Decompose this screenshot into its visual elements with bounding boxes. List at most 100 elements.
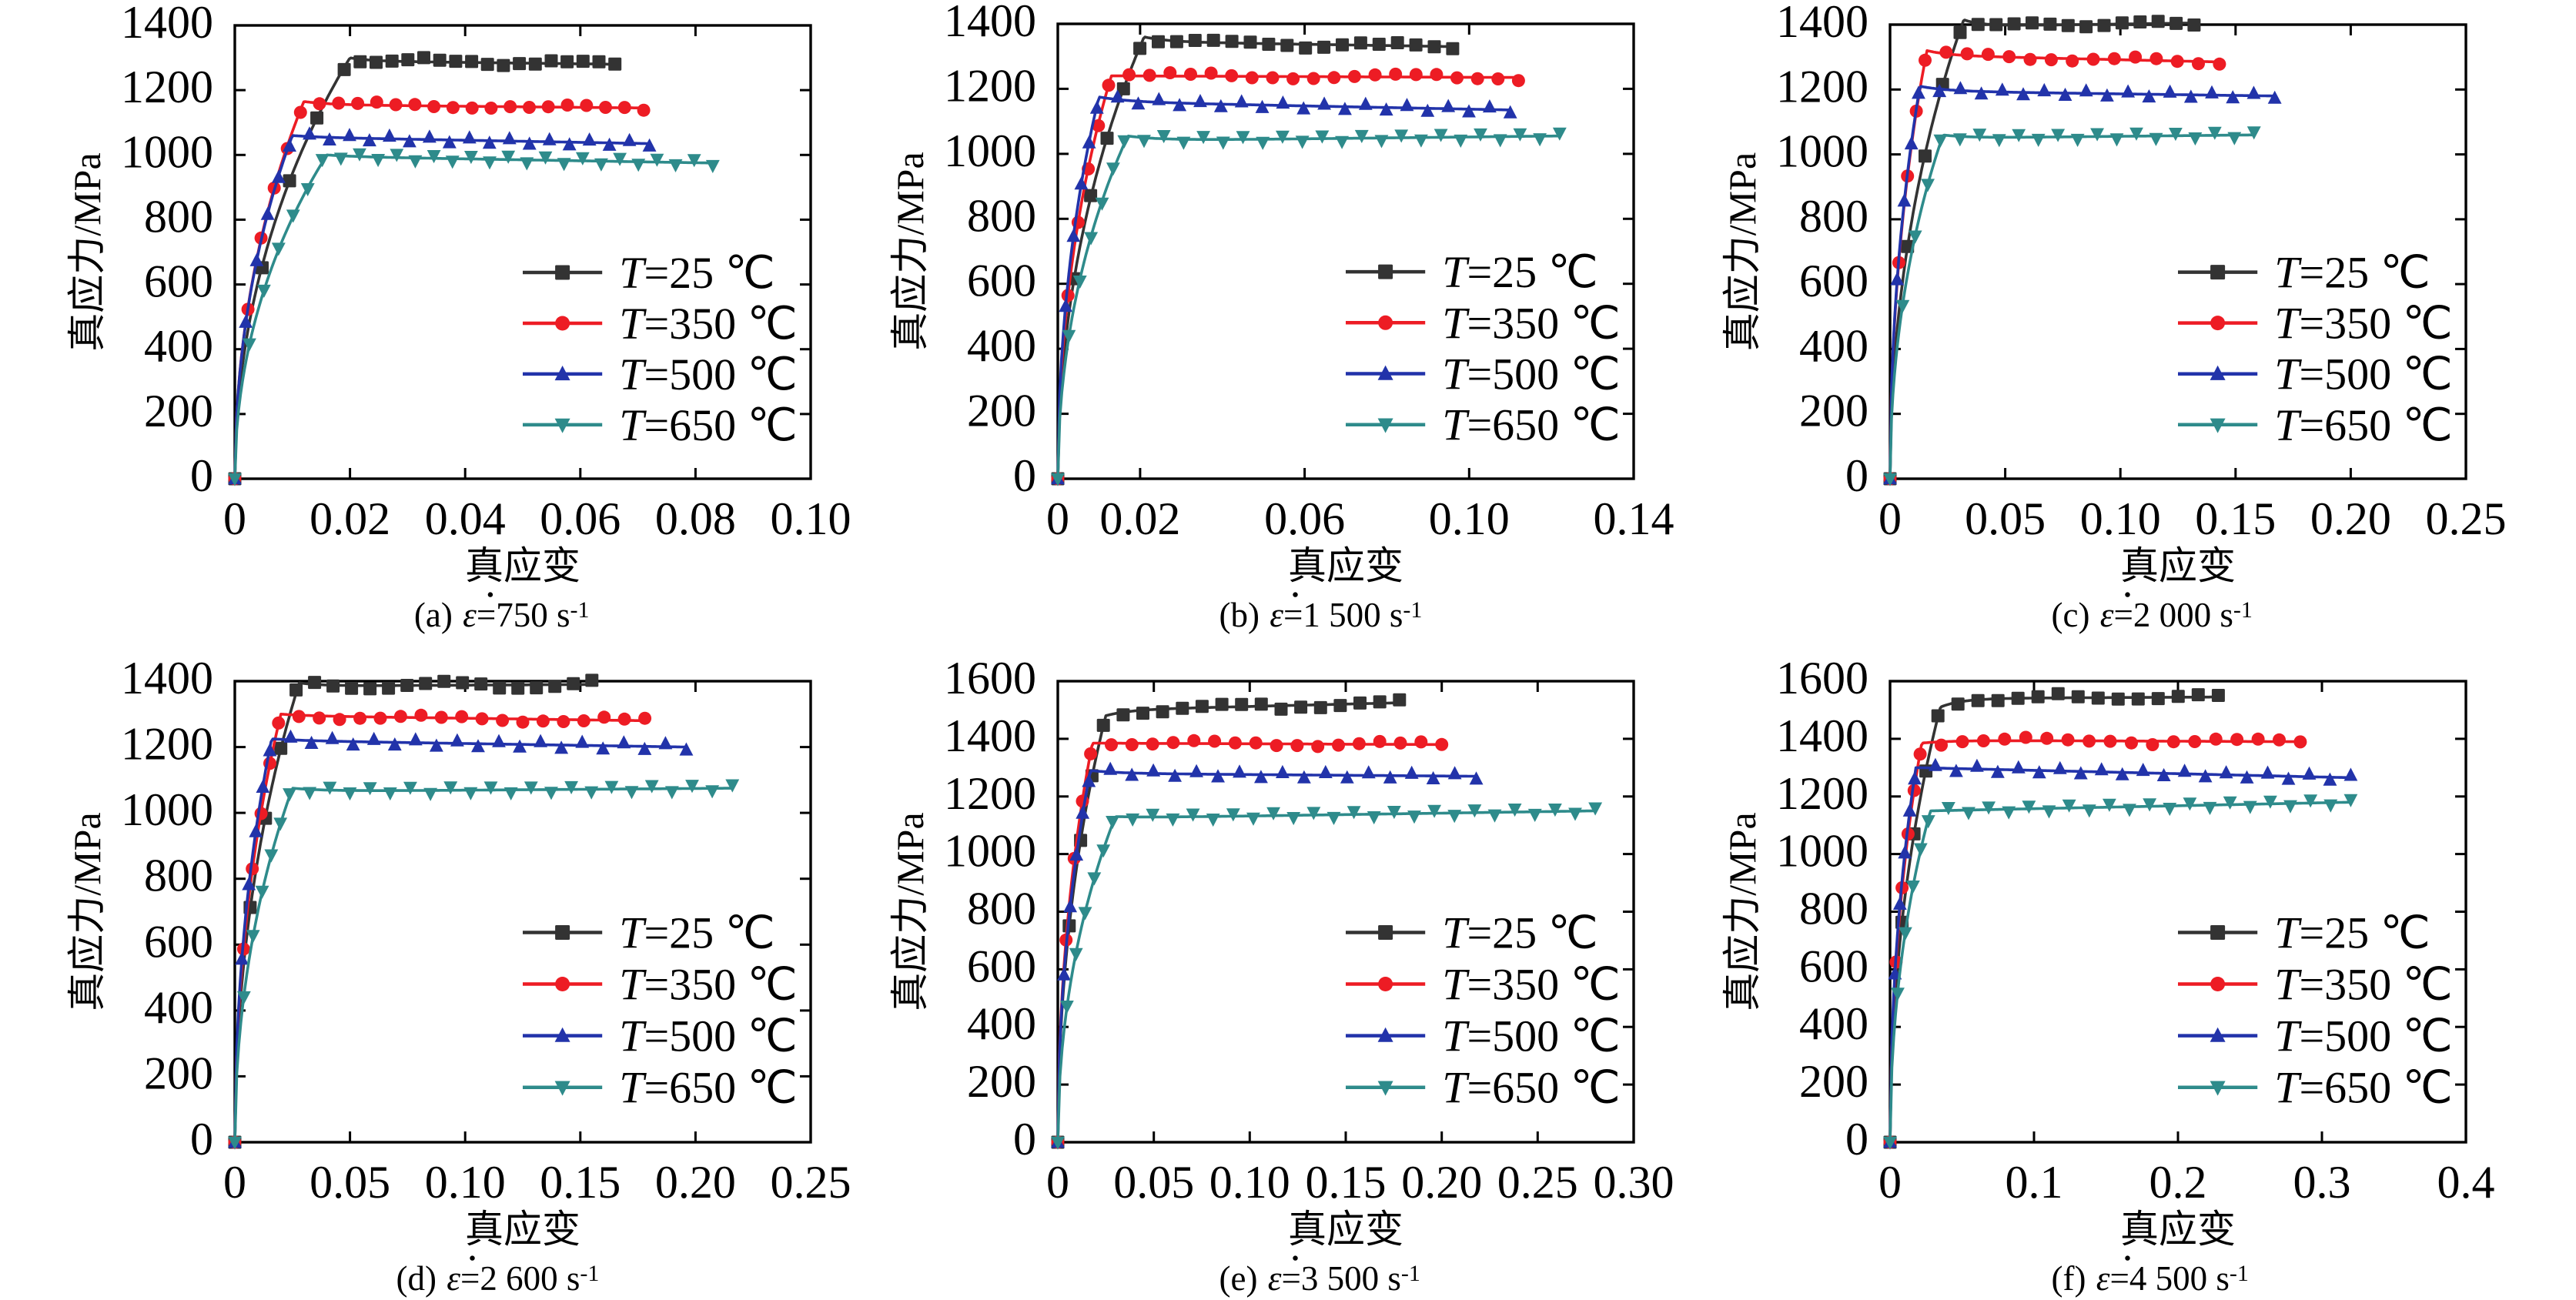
svg-text:0.06: 0.06 <box>1264 493 1345 544</box>
svg-text:1000: 1000 <box>121 126 213 177</box>
svg-text:1000: 1000 <box>121 784 213 835</box>
svg-text:T=500 ℃: T=500 ℃ <box>1442 349 1621 399</box>
svg-text:0: 0 <box>1013 450 1036 501</box>
svg-text:0.20: 0.20 <box>2310 493 2391 544</box>
svg-text:0.02: 0.02 <box>309 493 390 544</box>
svg-text:800: 800 <box>967 884 1036 934</box>
svg-text:T=25 ℃: T=25 ℃ <box>1442 247 1598 297</box>
svg-text:0.10: 0.10 <box>1209 1157 1290 1208</box>
svg-text:0.20: 0.20 <box>655 1157 736 1208</box>
svg-text:T=350 ℃: T=350 ℃ <box>2274 960 2453 1010</box>
svg-text:400: 400 <box>967 998 1036 1049</box>
svg-text:200: 200 <box>144 386 213 436</box>
svg-text:0.25: 0.25 <box>771 1157 851 1208</box>
svg-text:T=650 ℃: T=650 ℃ <box>619 400 798 450</box>
svg-text:400: 400 <box>967 320 1036 371</box>
svg-text:T=500 ℃: T=500 ℃ <box>619 349 798 399</box>
svg-text:T=500 ℃: T=500 ℃ <box>2274 349 2453 399</box>
svg-text:(e) ε=3 500 s-1: (e) ε=3 500 s-1 <box>1219 1259 1420 1298</box>
svg-text:真应变: 真应变 <box>1288 544 1403 587</box>
svg-text:(d) ε=2 600 s-1: (d) ε=2 600 s-1 <box>396 1259 600 1298</box>
svg-text:T=25 ℃: T=25 ℃ <box>1442 908 1598 958</box>
svg-text:400: 400 <box>144 321 213 372</box>
svg-text:1600: 1600 <box>944 653 1036 703</box>
svg-text:200: 200 <box>967 1056 1036 1107</box>
svg-text:1200: 1200 <box>944 768 1036 819</box>
svg-text:(b) ε=1 500 s-1: (b) ε=1 500 s-1 <box>1219 596 1423 634</box>
svg-text:1000: 1000 <box>944 125 1036 176</box>
svg-text:1400: 1400 <box>944 710 1036 761</box>
svg-text:0: 0 <box>1845 450 1868 501</box>
svg-text:1000: 1000 <box>944 826 1036 877</box>
svg-text:600: 600 <box>967 256 1036 306</box>
svg-text:T=350 ℃: T=350 ℃ <box>1442 960 1621 1010</box>
svg-text:T=650 ℃: T=650 ℃ <box>1442 400 1621 450</box>
svg-text:(f) ε=4 500 s-1: (f) ε=4 500 s-1 <box>2052 1259 2249 1298</box>
svg-text:T=25 ℃: T=25 ℃ <box>2274 248 2430 298</box>
svg-text:800: 800 <box>1799 884 1868 934</box>
svg-text:1400: 1400 <box>121 653 213 703</box>
svg-text:T=650 ℃: T=650 ℃ <box>619 1063 798 1113</box>
svg-text:600: 600 <box>144 256 213 307</box>
svg-text:1000: 1000 <box>1776 826 1868 877</box>
svg-text:0: 0 <box>1013 1114 1036 1165</box>
svg-text:1400: 1400 <box>121 0 213 48</box>
svg-text:T=25 ℃: T=25 ℃ <box>619 908 775 958</box>
svg-text:0.05: 0.05 <box>309 1157 390 1208</box>
svg-text:0: 0 <box>1878 493 1902 544</box>
svg-text:T=25 ℃: T=25 ℃ <box>619 248 775 298</box>
svg-text:T=350 ℃: T=350 ℃ <box>619 299 798 349</box>
svg-text:0: 0 <box>223 493 246 544</box>
svg-text:0.15: 0.15 <box>1306 1157 1387 1208</box>
svg-text:600: 600 <box>1799 941 1868 991</box>
svg-text:0.04: 0.04 <box>425 493 506 544</box>
svg-text:200: 200 <box>144 1048 213 1098</box>
svg-text:200: 200 <box>1799 1056 1868 1107</box>
svg-text:800: 800 <box>1799 191 1868 242</box>
svg-text:1400: 1400 <box>1776 710 1868 761</box>
svg-text:0.10: 0.10 <box>2080 493 2161 544</box>
svg-text:0.3: 0.3 <box>2293 1157 2351 1208</box>
svg-text:800: 800 <box>967 190 1036 241</box>
svg-text:T=500 ℃: T=500 ℃ <box>1442 1011 1621 1061</box>
svg-text:0.20: 0.20 <box>1401 1157 1482 1208</box>
svg-text:0.14: 0.14 <box>1594 493 1674 544</box>
svg-text:(c) ε=2 000 s-1: (c) ε=2 000 s-1 <box>2052 596 2253 634</box>
svg-text:0: 0 <box>223 1157 246 1208</box>
svg-text:0.02: 0.02 <box>1099 493 1180 544</box>
svg-text:400: 400 <box>1799 320 1868 371</box>
svg-text:1600: 1600 <box>1776 653 1868 703</box>
svg-text:1200: 1200 <box>944 60 1036 111</box>
svg-text:T=650 ℃: T=650 ℃ <box>2274 1063 2453 1113</box>
svg-text:真应力/MPa: 真应力/MPa <box>888 152 932 350</box>
svg-text:1400: 1400 <box>1776 0 1868 47</box>
svg-text:真应力/MPa: 真应力/MPa <box>65 152 109 351</box>
svg-text:(a) ε=750 s-1: (a) ε=750 s-1 <box>414 596 590 634</box>
svg-text:T=500 ℃: T=500 ℃ <box>2274 1011 2453 1061</box>
svg-text:1000: 1000 <box>1776 126 1868 177</box>
svg-text:0.08: 0.08 <box>655 493 736 544</box>
svg-text:真应变: 真应变 <box>1288 1208 1403 1251</box>
svg-text:真应变: 真应变 <box>2120 1208 2236 1251</box>
svg-text:1200: 1200 <box>121 62 213 112</box>
svg-text:真应力/MPa: 真应力/MPa <box>1721 152 1764 351</box>
svg-text:400: 400 <box>1799 998 1868 1049</box>
svg-text:0: 0 <box>1878 1157 1902 1208</box>
svg-text:T=650 ℃: T=650 ℃ <box>1442 1063 1621 1113</box>
svg-text:T=350 ℃: T=350 ℃ <box>619 960 798 1010</box>
svg-text:T=350 ℃: T=350 ℃ <box>1442 298 1621 348</box>
svg-text:0: 0 <box>190 450 213 501</box>
svg-text:0.10: 0.10 <box>425 1157 506 1208</box>
svg-text:0.4: 0.4 <box>2437 1157 2495 1208</box>
svg-text:T=350 ℃: T=350 ℃ <box>2274 299 2453 349</box>
svg-text:0: 0 <box>190 1114 213 1165</box>
svg-text:0: 0 <box>1046 1157 1069 1208</box>
svg-text:真应变: 真应变 <box>2120 544 2236 587</box>
svg-text:400: 400 <box>144 982 213 1033</box>
svg-text:0.10: 0.10 <box>1429 493 1510 544</box>
svg-text:1200: 1200 <box>1776 61 1868 112</box>
svg-text:真应变: 真应变 <box>465 1208 580 1251</box>
svg-text:600: 600 <box>1799 256 1868 306</box>
svg-text:0.05: 0.05 <box>1113 1157 1194 1208</box>
svg-text:200: 200 <box>1799 386 1868 436</box>
